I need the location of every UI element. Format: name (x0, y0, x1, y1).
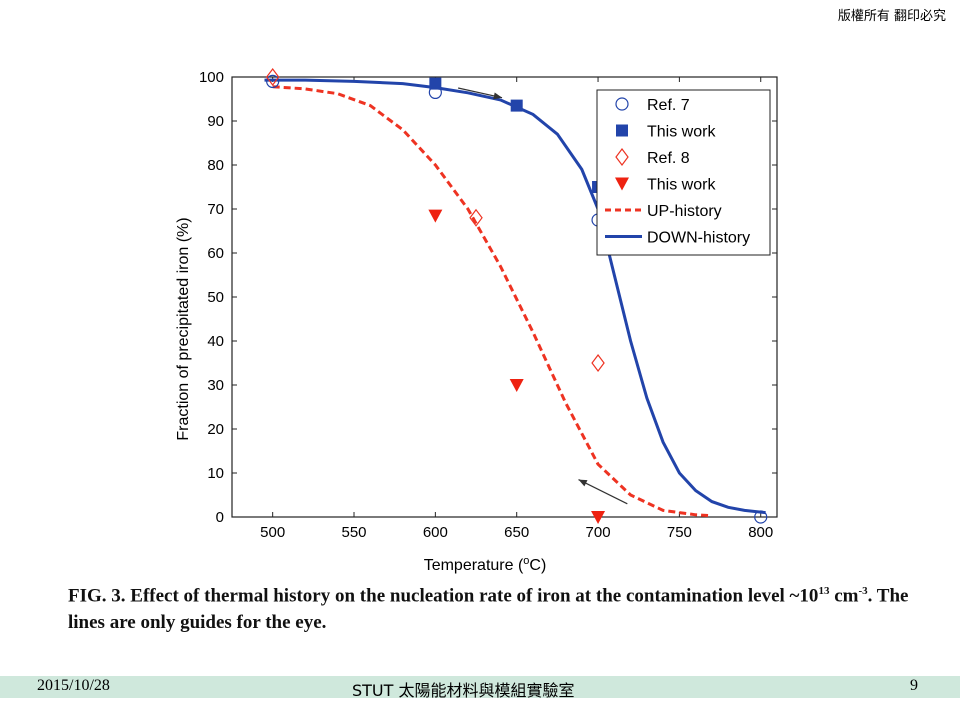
data-point-triangle-down-filled (428, 209, 443, 223)
legend-label: This work (647, 124, 716, 141)
x-tick-label: 550 (341, 524, 366, 541)
figure-caption: FIG. 3. Effect of thermal history on the… (68, 585, 909, 634)
x-tick-label: 650 (504, 524, 529, 541)
y-tick-label: 70 (207, 201, 224, 218)
data-point-square-filled (510, 99, 523, 112)
footer-bar (0, 676, 960, 698)
y-tick-label: 90 (207, 113, 224, 130)
data-point-triangle-down-filled (509, 379, 524, 392)
x-axis-label: Temperature (oC) (424, 555, 547, 574)
y-tick-label: 100 (199, 69, 224, 86)
legend-swatch (615, 177, 629, 191)
x-tick-label: 600 (423, 524, 448, 541)
x-tick-label: 700 (586, 524, 611, 541)
data-point-diamond-open (265, 68, 280, 86)
legend-label: Ref. 7 (647, 97, 690, 114)
y-tick-label: 50 (207, 289, 224, 306)
annotation-arrow (578, 479, 628, 505)
data-point-square-filled (429, 77, 442, 90)
annotation-arrowhead (578, 479, 588, 487)
legend-swatch (615, 97, 629, 111)
x-tick-label: 750 (667, 524, 692, 541)
data-point-triangle-down-filled (591, 511, 606, 524)
legend-label: Ref. 8 (647, 150, 690, 167)
y-tick-label: 10 (207, 465, 224, 482)
y-tick-label: 60 (207, 245, 224, 262)
x-tick-label: 500 (260, 524, 285, 541)
y-tick-label: 20 (207, 421, 224, 438)
data-point-circle-open (754, 510, 768, 524)
data-point-circle-open (266, 74, 280, 88)
y-tick-label: 30 (207, 377, 224, 394)
y-tick-label: 80 (207, 157, 224, 174)
copyright-notice: 版權所有 翻印必究 (837, 9, 946, 24)
annotation-arrowhead (493, 92, 503, 100)
y-tick-label: 40 (207, 333, 224, 350)
footer-lab-name: STUT 太陽能材料與模組實驗室 (352, 681, 575, 700)
legend-box (596, 89, 771, 256)
footer-date: 2015/10/28 (37, 677, 110, 694)
nucleation-chart: 500 550 600 650 700 750 800 0 10 20 30 40 50 60 70 80 90… (175, 68, 778, 574)
data-point-diamond-open (469, 208, 483, 227)
legend-label: UP-history (647, 203, 722, 220)
legend-swatch (616, 124, 628, 137)
y-tick-label: 0 (216, 509, 224, 526)
footer-page-number: 9 (910, 677, 918, 694)
data-point-diamond-open (591, 354, 605, 372)
x-tick-label: 800 (748, 524, 773, 541)
y-axis-label: Fraction of precipitated iron (%) (175, 217, 192, 440)
series-line-up-history (272, 85, 712, 518)
legend-swatch (615, 148, 629, 166)
legend-label: DOWN-history (647, 230, 750, 247)
legend-label: This work (647, 177, 716, 194)
